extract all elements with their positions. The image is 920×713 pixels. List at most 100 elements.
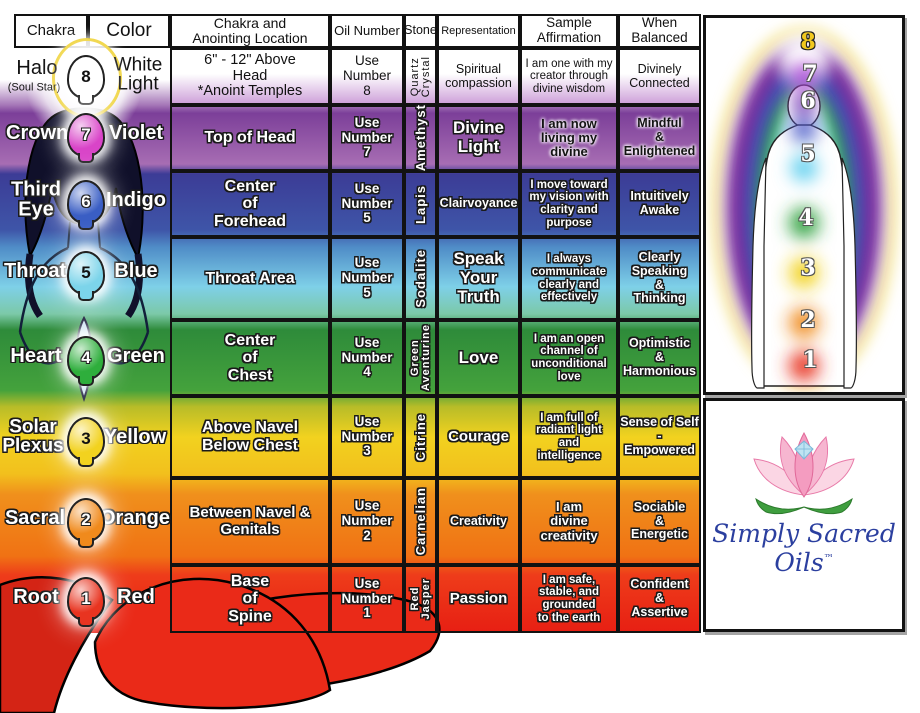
table-row-heart: Center of Chest Use Number 4 Green Avent… [170,320,701,396]
bulb-number: 7 [81,125,91,144]
aura-number-4: 4 [798,205,814,231]
bulb-7-icon: 7 [67,113,105,157]
location-cell: Between Navel & Genitals [170,478,330,565]
stone-cell: Green Aventurine [404,320,437,396]
stone-name: Amethyst [413,104,428,172]
bulb-6-icon: 6 [67,180,105,224]
bulb-1-icon: 1 [67,577,105,621]
location-cell: Top of Head [170,105,330,171]
label-solar-plexus: Solar Plexus [2,416,64,457]
label-halo-sub: (Soul Star) [7,81,61,94]
balanced-cell: Mindful & Enlightened [618,105,701,171]
header-representation: Representation [437,14,520,48]
aura-body-panel: 8 7 6 5 4 3 2 1 [703,15,905,395]
affirmation-cell: I am safe, stable, and grounded to the e… [520,565,618,633]
table-row-solar-plexus: Above Navel Below Chest Use Number 3 Cit… [170,396,701,478]
stone-name: Carnelian [413,487,428,556]
representation-cell: Courage [437,396,520,478]
label-yellow: Yellow [103,425,167,448]
header-oil-number: Oil Number [330,14,404,48]
table-row-crown: Top of Head Use Number 7 Amethyst Divine… [170,104,701,172]
balanced-cell: Optimistic & Harmonious [618,320,701,396]
label-halo: Halo [16,56,58,79]
table-row-third-eye: Center of Forehead Use Number 5 Lapis Cl… [170,171,701,237]
representation-cell: Passion [437,565,520,633]
affirmation-cell: I always communicate clearly and effecti… [520,237,618,320]
label-white-light: White Light [113,54,163,95]
label-indigo: Indigo [106,188,166,211]
location-cell: Throat Area [170,237,330,320]
representation-cell: Love [437,320,520,396]
bulb-number: 8 [81,67,91,86]
label-blue: Blue [114,259,158,282]
location-cell: Center of Forehead [170,171,330,237]
aura-number-2: 2 [800,307,816,333]
bulb-number: 5 [81,263,91,282]
label-sacral: Sacral [4,506,66,529]
table-row-sacral: Between Navel & Genitals Use Number 2 Ca… [170,478,701,565]
representation-cell: Creativity [437,478,520,565]
representation-cell: Divine Light [437,105,520,171]
balanced-cell: Clearly Speaking & Thinking [618,237,701,320]
header-when-balanced: When Balanced [618,14,701,48]
aura-body-illustration [712,28,896,389]
bulb-number: 3 [81,429,91,448]
label-orange: Orange [100,506,171,529]
stone-cell: Sodalite [404,237,437,320]
table-row-halo: 6" - 12" Above Head *Anoint Temples Use … [170,48,701,105]
aura-number-5: 5 [800,141,816,167]
body-left-arm [750,157,767,389]
balanced-cell: Sociable & Energetic [618,478,701,565]
aura-number-1: 1 [802,347,818,373]
representation-cell: Spiritual compassion [437,48,520,105]
balanced-cell: Confident & Assertive [618,565,701,633]
oil-number-cell: Use Number 7 [330,105,404,171]
oil-number-cell: Use Number 8 [330,48,404,105]
affirmation-cell: I am an open channel of unconditional lo… [520,320,618,396]
label-crown: Crown [6,121,69,144]
stone-cell: Quartz Crystal [404,48,437,105]
bulb-number: 2 [81,510,91,529]
table-row-throat: Throat Area Use Number 5 Sodalite Speak … [170,237,701,320]
affirmation-cell: I am divine creativity [520,478,618,565]
location-cell: 6" - 12" Above Head *Anoint Temples [170,48,330,105]
affirmation-cell: I am one with my creator through divine … [520,48,618,105]
soul-star-glow [778,34,830,82]
bulb-5-icon: 5 [67,251,105,295]
location-cell: Center of Chest [170,320,330,396]
location-cell: Above Navel Below Chest [170,396,330,478]
label-third-eye: Third Eye [11,178,61,221]
stone-name: Sodalite [413,249,428,308]
aura-number-8: 8 [800,29,816,55]
stone-cell: Carnelian [404,478,437,565]
balanced-cell: Intuitively Awake [618,171,701,237]
header-sample-affirmation: Sample Affirmation [520,14,618,48]
label-green: Green [107,344,165,367]
stone-name: Red Jasper [408,578,432,620]
stone-name: Lapis [413,184,428,224]
bulb-2-icon: 2 [67,498,105,542]
balanced-cell: Divinely Connected [618,48,701,105]
representation-cell: Speak Your Truth [437,237,520,320]
oil-number-cell: Use Number 5 [330,237,404,320]
affirmation-cell: I move toward my vision with clarity and… [520,171,618,237]
affirmation-cell: I am full of radiant light and intellige… [520,396,618,478]
affirmation-cell: I am now living my divine [520,105,618,171]
body-right-arm [841,157,858,389]
header-stone: Stone [404,14,437,48]
aura-number-6: 6 [800,88,816,114]
stone-cell: Amethyst [404,104,437,172]
label-throat: Throat [4,259,67,282]
bulb-number: 1 [81,589,91,608]
trademark-symbol: ™ [823,553,834,565]
table-row-root: Base of Spine Use Number 1 Red Jasper Pa… [170,565,701,633]
label-red: Red [117,585,155,608]
stone-cell: Citrine [404,396,437,478]
oil-number-cell: Use Number 4 [330,320,404,396]
aura-number-7: 7 [802,61,818,87]
table-header-row: Chakra Color Chakra and Anointing Locati… [14,14,701,48]
stone-name: Citrine [413,412,428,462]
brand-panel: Simply Sacred Oils™ [703,398,905,632]
bulb-number: 6 [81,192,91,211]
